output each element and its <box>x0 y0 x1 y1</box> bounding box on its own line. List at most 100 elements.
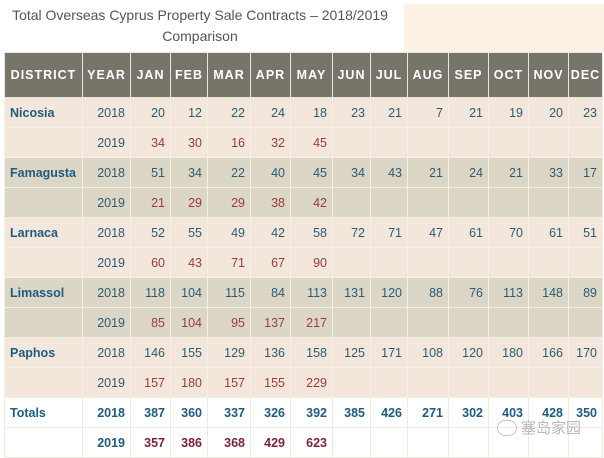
column-header-sep: SEP <box>448 52 489 98</box>
value-cell: 104 <box>170 307 208 338</box>
value-cell <box>568 367 603 398</box>
column-header-may: MAY <box>290 52 333 98</box>
value-cell: 71 <box>207 247 251 278</box>
value-cell: 171 <box>370 337 408 368</box>
value-cell: 357 <box>130 427 171 458</box>
value-cell: 180 <box>170 367 208 398</box>
value-cell <box>528 187 569 218</box>
value-cell: 45 <box>290 127 333 158</box>
value-cell: 623 <box>290 427 333 458</box>
district-cell: Totals <box>4 397 83 428</box>
value-cell: 61 <box>448 217 489 248</box>
value-cell: 326 <box>250 397 291 428</box>
value-cell <box>448 367 489 398</box>
value-cell <box>528 367 569 398</box>
value-cell: 217 <box>290 307 333 338</box>
district-cell: Nicosia <box>4 97 83 128</box>
value-cell: 368 <box>207 427 251 458</box>
value-cell: 38 <box>250 187 291 218</box>
value-cell <box>528 307 569 338</box>
value-cell: 302 <box>448 397 489 428</box>
value-cell: 337 <box>207 397 251 428</box>
value-cell: 350 <box>568 397 603 428</box>
value-cell <box>407 367 449 398</box>
value-cell <box>332 367 371 398</box>
value-cell: 108 <box>407 337 449 368</box>
sales-table: DISTRICT YEAR JAN FEB MAR APR MAY JUN JUL AUG SEP O… <box>4 52 603 458</box>
value-cell: 120 <box>448 337 489 368</box>
value-cell <box>448 307 489 338</box>
value-cell: 155 <box>250 367 291 398</box>
district-cell: Larnaca <box>4 217 83 248</box>
value-cell: 84 <box>250 277 291 308</box>
value-cell: 19 <box>488 97 529 128</box>
year-cell: 2018 <box>82 277 131 308</box>
value-cell: 21 <box>407 157 449 188</box>
value-cell <box>332 307 371 338</box>
title-line-2: Comparison <box>162 28 238 44</box>
value-cell: 429 <box>250 427 291 458</box>
value-cell <box>488 307 529 338</box>
value-cell <box>488 247 529 278</box>
value-cell: 33 <box>528 157 569 188</box>
value-cell: 22 <box>207 157 251 188</box>
value-cell: 7 <box>407 97 449 128</box>
value-cell: 21 <box>488 157 529 188</box>
value-cell: 45 <box>290 157 333 188</box>
column-header-feb: FEB <box>170 52 208 98</box>
value-cell <box>568 187 603 218</box>
value-cell: 360 <box>170 397 208 428</box>
year-cell: 2018 <box>82 97 131 128</box>
value-cell: 20 <box>528 97 569 128</box>
value-cell <box>370 307 408 338</box>
value-cell: 385 <box>332 397 371 428</box>
value-cell: 72 <box>332 217 371 248</box>
value-cell: 104 <box>170 277 208 308</box>
value-cell <box>332 187 371 218</box>
value-cell: 23 <box>568 97 603 128</box>
value-cell: 136 <box>250 337 291 368</box>
table-row: Larnaca 2018 52 55 49 42 58 72 71 47 61 70 61 51 <box>4 217 603 248</box>
value-cell: 90 <box>290 247 333 278</box>
value-cell: 115 <box>207 277 251 308</box>
value-cell: 85 <box>130 307 171 338</box>
value-cell: 12 <box>170 97 208 128</box>
value-cell: 42 <box>290 187 333 218</box>
table-row: Limassol 2018 118 104 115 84 113 131 120 88 76 113 1… <box>4 277 603 308</box>
value-cell: 49 <box>207 217 251 248</box>
title-line-1: Total Overseas Cyprus Property Sale Cont… <box>12 7 388 23</box>
value-cell: 51 <box>130 157 171 188</box>
value-cell: 158 <box>290 337 333 368</box>
value-cell: 89 <box>568 277 603 308</box>
year-cell: 2018 <box>82 157 131 188</box>
column-header-jan: JAN <box>130 52 171 98</box>
value-cell: 24 <box>448 157 489 188</box>
value-cell: 23 <box>332 97 371 128</box>
value-cell: 34 <box>130 127 171 158</box>
value-cell: 21 <box>370 97 408 128</box>
year-cell: 2019 <box>82 367 131 398</box>
value-cell: 21 <box>130 187 171 218</box>
year-cell: 2019 <box>82 427 131 458</box>
value-cell: 20 <box>130 97 171 128</box>
value-cell <box>407 247 449 278</box>
value-cell <box>370 127 408 158</box>
value-cell: 43 <box>370 157 408 188</box>
value-cell <box>407 427 449 458</box>
wechat-icon <box>497 419 517 436</box>
district-cell <box>4 247 83 278</box>
value-cell: 428 <box>528 397 569 428</box>
value-cell <box>488 127 529 158</box>
year-cell: 2019 <box>82 127 131 158</box>
table-row: Nicosia 2018 20 12 22 24 18 23 21 7 21 19 20 23 <box>4 97 603 128</box>
year-cell: 2018 <box>82 337 131 368</box>
column-header-district: DISTRICT <box>4 52 83 98</box>
value-cell <box>448 187 489 218</box>
value-cell <box>332 247 371 278</box>
value-cell: 71 <box>370 217 408 248</box>
value-cell: 67 <box>250 247 291 278</box>
value-cell: 131 <box>332 277 371 308</box>
district-cell: Famagusta <box>4 157 83 188</box>
table-row: Famagusta 2018 51 34 22 40 45 34 43 21 24 21 33 17 <box>4 157 603 188</box>
value-cell: 24 <box>250 97 291 128</box>
